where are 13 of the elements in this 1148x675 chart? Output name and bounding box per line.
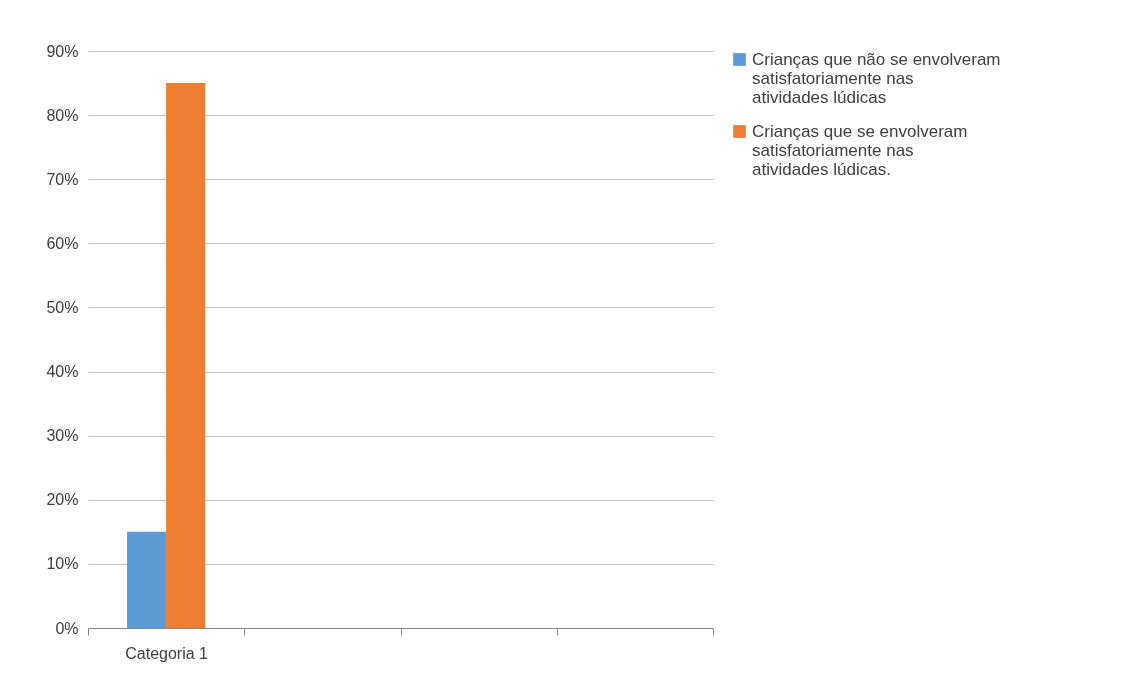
y-tick-label: 90% <box>46 42 79 60</box>
y-tick-label: 80% <box>46 106 79 124</box>
y-tick-label: 50% <box>46 298 79 316</box>
y-tick-label: 40% <box>46 363 79 381</box>
legend-label: Crianças que não se envolveram satisfatoriamente nas atividades lúdicas <box>752 49 1001 107</box>
y-tick-label: 0% <box>55 619 79 637</box>
y-tick-label: 60% <box>46 234 79 252</box>
y-tick-label: 10% <box>46 555 79 573</box>
y-tick-label: 70% <box>46 170 79 188</box>
y-tick-label: 30% <box>46 427 79 445</box>
legend-label: Crianças que se envolveram satisfatoriamente nas atividades lúdicas. <box>752 121 968 179</box>
y-tick-label: 20% <box>46 491 79 509</box>
x-tick-label: Categoria 1 <box>125 644 209 662</box>
